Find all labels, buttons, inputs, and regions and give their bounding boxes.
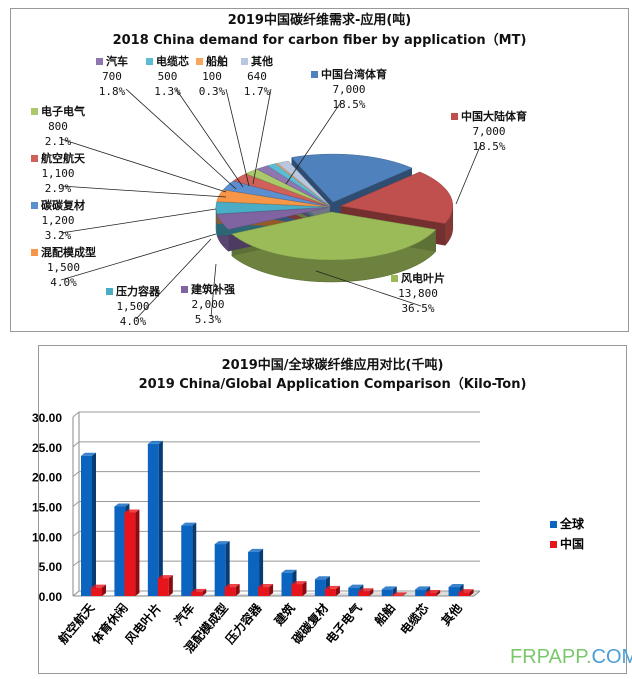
leader-line bbox=[125, 88, 237, 190]
bar-china bbox=[458, 589, 474, 596]
bar-global bbox=[81, 452, 96, 596]
pie-data-label: 建筑补强 2,000 5.3% bbox=[181, 282, 235, 327]
pie-data-label: 汽车 700 1.8% bbox=[96, 54, 128, 99]
leader-line bbox=[252, 88, 272, 185]
legend-global: 全球 bbox=[550, 515, 584, 532]
y-tick-label: 30.00 bbox=[32, 411, 62, 425]
pie-slice bbox=[291, 153, 413, 203]
pie-slice bbox=[231, 211, 437, 261]
gridline bbox=[72, 590, 80, 597]
bar-global bbox=[381, 586, 397, 596]
leader-line bbox=[225, 88, 250, 187]
leader-line bbox=[60, 138, 227, 193]
pie-title: 2019中国碳纤维需求-应用(吨) bbox=[227, 13, 412, 28]
x-tick-label: 船舶 bbox=[371, 600, 398, 628]
watermark: FRPAPP.COM bbox=[510, 646, 632, 668]
x-tick-label: 压力容器 bbox=[222, 600, 265, 647]
x-tick-label: 电缆芯 bbox=[397, 600, 432, 637]
pie-chart-panel: 2019中国碳纤维需求-应用(吨) 2018 China demand for … bbox=[10, 8, 629, 332]
pie-data-label: 中国台湾体育 7,000 18.5% bbox=[311, 67, 387, 112]
bar-title: 2019中国/全球碳纤维应用对比(千吨) bbox=[221, 358, 444, 373]
gridline bbox=[72, 560, 80, 567]
pie-slice bbox=[216, 207, 329, 230]
x-tick-label: 建筑 bbox=[270, 600, 298, 629]
bar-china bbox=[157, 575, 173, 596]
bar-china bbox=[358, 588, 374, 596]
pie-slice bbox=[216, 189, 329, 207]
y-tick-label: 15.00 bbox=[32, 501, 62, 515]
bar-china bbox=[425, 590, 441, 596]
pie-data-label: 压力容器 1,500 4.0% bbox=[106, 284, 160, 329]
pie-data-label: 碳碳复材 1,200 3.2% bbox=[31, 198, 85, 243]
y-tick-label: 0.00 bbox=[39, 590, 63, 604]
pie-slice bbox=[232, 173, 329, 207]
legend-china: 中国 bbox=[550, 535, 584, 552]
pie-data-label: 其他 640 1.7% bbox=[241, 54, 273, 99]
pie-slice bbox=[339, 171, 454, 224]
legend-label: 全球 bbox=[560, 517, 585, 531]
pie-data-label: 电子电气 800 2.1% bbox=[31, 104, 85, 149]
gridline bbox=[72, 501, 80, 507]
y-tick-label: 5.00 bbox=[39, 560, 63, 574]
bar-china bbox=[224, 584, 240, 596]
y-tick-label: 20.00 bbox=[32, 471, 62, 485]
pie-data-label: 电缆芯 500 1.3% bbox=[146, 54, 189, 99]
gridline bbox=[72, 530, 80, 537]
gridline bbox=[72, 411, 80, 418]
leader-line bbox=[60, 208, 217, 234]
x-tick-label: 汽车 bbox=[171, 600, 198, 628]
bar-china bbox=[91, 584, 106, 596]
legend-label: 中国 bbox=[560, 537, 585, 551]
pie-data-label: 风电叶片 13,800 36.5% bbox=[391, 271, 445, 316]
bar-china bbox=[391, 592, 407, 596]
x-tick-label: 电子电气 bbox=[322, 600, 364, 646]
pie-slice bbox=[222, 180, 329, 207]
pie-subtitle: 2018 China demand for carbon fiber by ap… bbox=[112, 33, 527, 48]
bar-global bbox=[181, 522, 197, 596]
leader-line bbox=[455, 143, 482, 205]
pie-slice bbox=[276, 160, 330, 206]
leader-line bbox=[315, 270, 422, 307]
x-tick-label: 其他 bbox=[438, 600, 465, 628]
leader-line bbox=[60, 185, 227, 198]
pie-data-label: 船舶 100 0.3% bbox=[196, 54, 228, 99]
y-tick-label: 10.00 bbox=[32, 530, 62, 544]
pie-data-label: 航空航天 1,100 2.9% bbox=[31, 151, 85, 196]
pie-plot bbox=[60, 88, 482, 320]
bar-china bbox=[191, 588, 207, 596]
pie-data-label: 混配模成型 1,500 4.0% bbox=[31, 245, 96, 290]
bar-chart-panel: 2019中国/全球碳纤维应用对比(千吨) 2019 China/Global A… bbox=[38, 345, 627, 674]
pie-data-label: 中国大陆体育 7,000 18.5% bbox=[451, 109, 527, 154]
leader-line bbox=[135, 238, 212, 320]
bar-global bbox=[214, 541, 230, 596]
leader-line bbox=[285, 101, 342, 185]
bar-china bbox=[324, 585, 340, 596]
bar-global bbox=[147, 440, 163, 596]
leader-line bbox=[60, 233, 217, 281]
y-tick-label: 25.00 bbox=[32, 441, 62, 455]
bar-china bbox=[124, 509, 140, 596]
bar-china bbox=[291, 581, 307, 596]
bar-subtitle: 2019 China/Global Application Comparison… bbox=[138, 377, 527, 392]
gridline bbox=[72, 441, 80, 448]
gridline bbox=[72, 471, 80, 478]
bar-china bbox=[258, 584, 274, 596]
leader-line bbox=[175, 88, 244, 188]
leader-line bbox=[210, 263, 217, 318]
pie-slice bbox=[215, 201, 329, 215]
x-tick-label: 风电叶片 bbox=[122, 600, 164, 646]
